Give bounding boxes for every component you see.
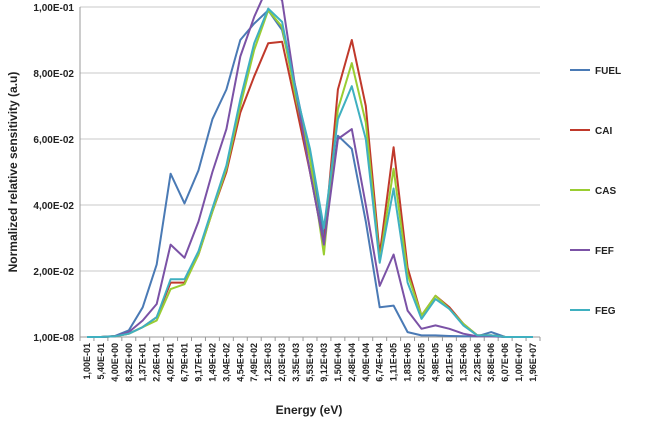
y-tick-label: 6,00E-02	[33, 135, 74, 146]
x-tick-label: 2,48E+04	[347, 343, 357, 382]
x-tick-label: 5,40E-01	[96, 343, 106, 380]
y-axis-label: Normalized relative sensitivity (a.u)	[6, 72, 20, 273]
legend: FUEL CAI CAS FEF FEG	[570, 66, 621, 317]
x-tick-label: 1,96E+07	[528, 343, 538, 382]
legend-label-cai: CAI	[595, 126, 612, 137]
x-tick-label: 1,50E+04	[333, 343, 343, 382]
x-tick-label: 2,26E+01	[152, 343, 162, 382]
x-tick-label: 5,53E+03	[305, 343, 315, 382]
x-tick-label: 7,49E+02	[249, 343, 259, 382]
x-tick-label: 1,35E+06	[458, 343, 468, 382]
gridlines	[80, 6, 540, 272]
x-tick-label: 4,02E+01	[166, 343, 176, 382]
x-tick-label: 1,23E+03	[263, 343, 273, 382]
legend-label-fuel: FUEL	[595, 66, 621, 77]
legend-label-cas: CAS	[595, 186, 616, 197]
x-tick-label: 8,32E+00	[124, 343, 134, 382]
y-tick-label: 2,00E-02	[33, 267, 74, 278]
x-tick-label: 9,17E+01	[193, 343, 203, 382]
x-tick-label: 4,98E+05	[430, 343, 440, 382]
x-tick-label: 1,11E+05	[389, 343, 399, 381]
x-tick-label: 1,49E+02	[207, 343, 217, 382]
x-tick-label: 6,07E+06	[500, 343, 510, 382]
x-tick-label: 4,54E+02	[235, 343, 245, 382]
x-tick-label: 3,04E+02	[221, 343, 231, 382]
y-tick-label: 4,00E-02	[33, 201, 74, 212]
x-tick-label: 3,02E+05	[417, 343, 427, 382]
y-tick-label: 1,00E-08	[33, 333, 74, 344]
x-tick-label: 2,03E+03	[277, 343, 287, 382]
y-tick-label: 8,00E-02	[33, 69, 74, 80]
x-tick-label: 4,00E+00	[110, 343, 120, 382]
x-tick-label: 6,79E+01	[180, 343, 190, 382]
x-axis-label: Energy (eV)	[276, 403, 343, 417]
series-line-fef	[87, 0, 533, 338]
x-tick-label: 4,09E+04	[361, 343, 371, 382]
series-line-cai	[87, 39, 533, 338]
x-tick-label: 1,83E+05	[403, 343, 413, 382]
x-tick-label: 3,35E+03	[291, 343, 301, 382]
x-tick-label: 1,37E+01	[138, 343, 148, 382]
legend-label-fef: FEF	[595, 246, 614, 257]
series-line-feg	[87, 7, 533, 338]
x-tick-label: 3,68E+06	[486, 343, 496, 382]
x-axis-ticks: 1,00E-01 5,40E-01 4,00E+00 8,32E+00 1,37E+01…	[79, 337, 541, 382]
y-axis-ticks: 1,00E-08 2,00E-02 4,00E-02 6,00E-02 8,00E-02…	[33, 3, 74, 344]
x-tick-label: 1,00E+07	[514, 343, 524, 382]
legend-label-feg: FEG	[595, 306, 616, 317]
x-tick-label: 1,00E-01	[82, 343, 92, 380]
x-tick-label: 2,23E+06	[472, 343, 482, 382]
x-tick-label: 8,21E+05	[444, 343, 454, 382]
x-tick-label: 9,12E+03	[319, 343, 329, 382]
series-lines	[87, 0, 533, 338]
y-tick-label: 1,00E-01	[33, 3, 74, 14]
x-tick-label: 6,74E+04	[375, 343, 385, 382]
